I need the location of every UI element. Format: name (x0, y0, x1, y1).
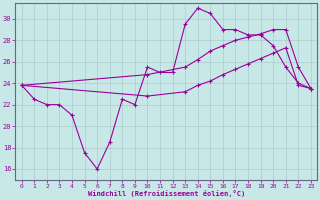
X-axis label: Windchill (Refroidissement éolien,°C): Windchill (Refroidissement éolien,°C) (88, 190, 245, 197)
